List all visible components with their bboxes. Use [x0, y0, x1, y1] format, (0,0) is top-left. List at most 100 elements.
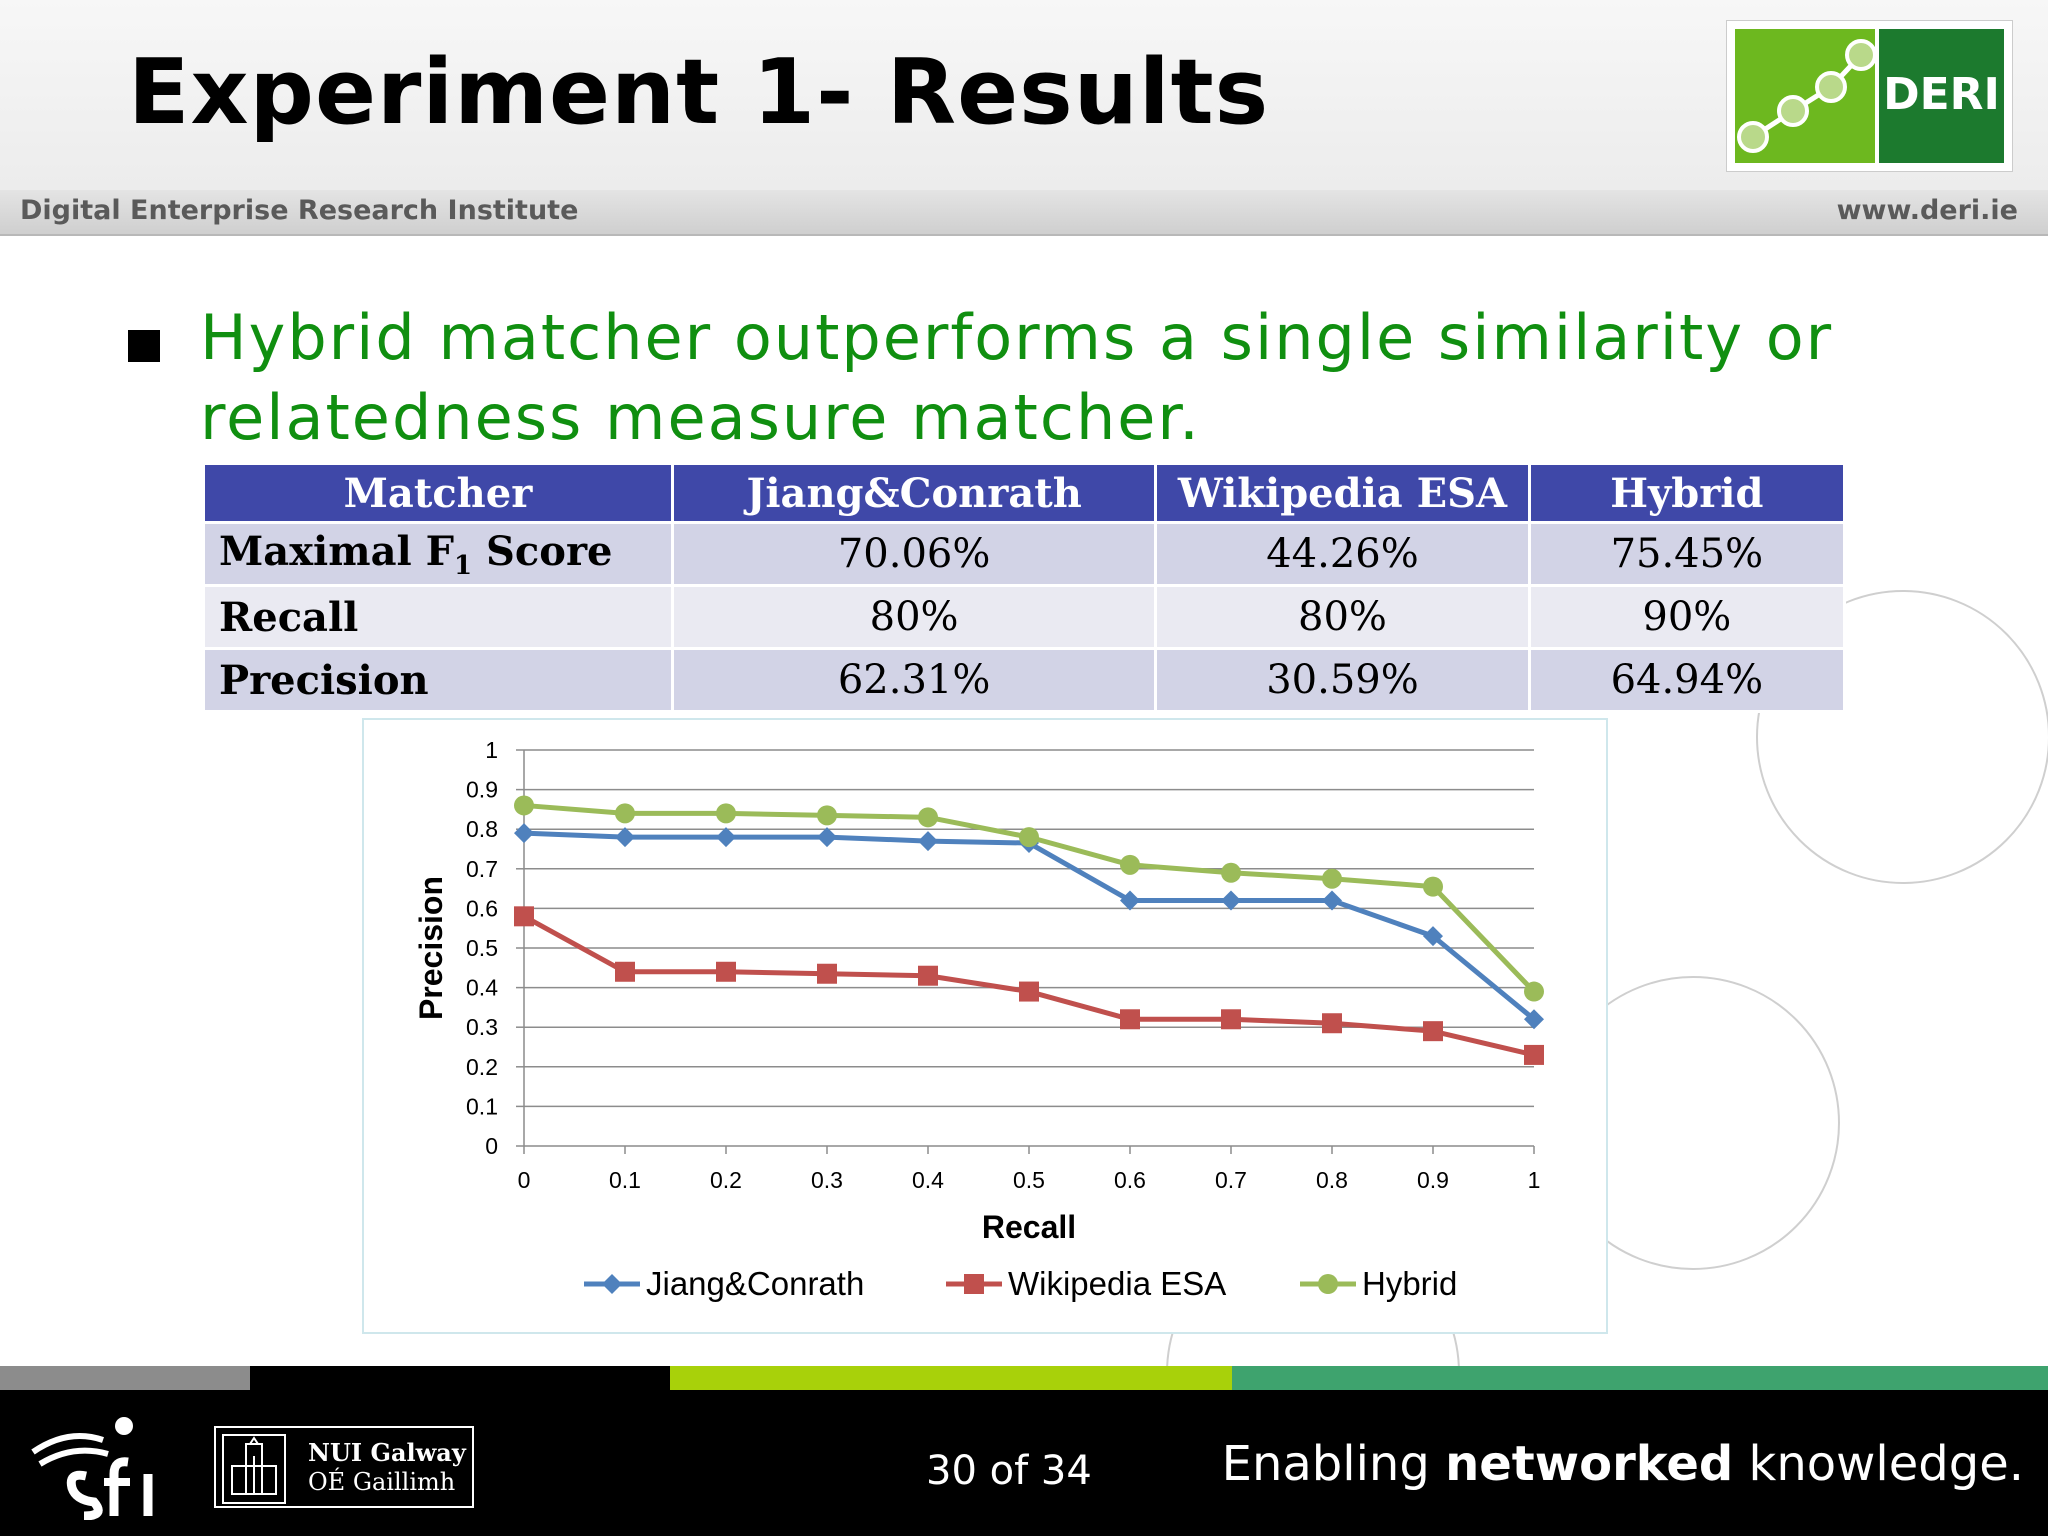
nui-galway-logo: NUI Galway OÉ Gaillimh — [214, 1426, 474, 1508]
y-tick-label: 0.2 — [466, 1054, 498, 1080]
tagline: Enabling networked knowledge. — [1221, 1436, 2024, 1492]
data-point — [1120, 890, 1140, 911]
footer-bar — [0, 1390, 2048, 1536]
precision-recall-chart: 0 0.1 0.2 0.3 0.4 0.5 0.6 0.7 0.8 0.9 1 0 0.1 0.2 0.3 0… — [413, 737, 1544, 1302]
data-point — [716, 961, 736, 982]
y-tick-label: 0.1 — [466, 1093, 498, 1119]
table-cell: 44.26% — [1154, 521, 1531, 587]
table-cell: 30.59% — [1154, 647, 1531, 713]
data-point — [615, 961, 635, 982]
y-tick-label: 1 — [485, 737, 498, 763]
subtitle-bar — [0, 190, 2048, 236]
table-header-wikipedia: Wikipedia ESA — [1154, 462, 1531, 524]
data-point — [817, 805, 837, 826]
bullet-text: Hybrid matcher outperforms a single simi… — [200, 301, 1834, 454]
data-point — [918, 807, 938, 828]
y-tick-label: 0.8 — [466, 816, 498, 842]
data-point — [1221, 862, 1241, 883]
nui-irish-name: OÉ Gaillimh — [308, 1468, 456, 1496]
x-tick-label: 0 — [518, 1167, 531, 1193]
chart-container: 0 0.1 0.2 0.3 0.4 0.5 0.6 0.7 0.8 0.9 1 0 0.1 0.2 0.3 0… — [362, 718, 1608, 1334]
table-cell: 62.31% — [670, 647, 1158, 713]
data-point — [918, 831, 938, 852]
data-point — [1423, 1021, 1443, 1042]
table-header-jiang: Jiang&Conrath — [670, 462, 1158, 524]
data-point — [1120, 1009, 1140, 1030]
legend-marker — [602, 1274, 622, 1294]
y-tick-label: 0.6 — [466, 895, 498, 921]
table-cell: 70.06% — [670, 521, 1158, 587]
nui-name: NUI Galway — [308, 1438, 466, 1467]
institute-name: Digital Enterprise Research Institute — [20, 195, 579, 226]
data-point — [1120, 854, 1140, 875]
data-point — [1423, 876, 1443, 897]
data-point — [1221, 1009, 1241, 1030]
data-point — [615, 827, 635, 848]
table-cell: 64.94% — [1527, 647, 1847, 713]
table-header-matcher: Matcher — [202, 462, 674, 524]
website-link[interactable]: www.deri.ie — [1836, 195, 2018, 226]
logo-network-icon — [1735, 29, 1877, 163]
stripe-segment — [250, 1366, 670, 1390]
page-number: 30 of 34 — [926, 1448, 1092, 1494]
x-tick-label: 0.8 — [1316, 1167, 1348, 1193]
data-point — [1322, 890, 1342, 911]
university-tower-icon — [222, 1434, 286, 1504]
x-tick-label: 0.4 — [912, 1167, 944, 1193]
data-point — [817, 827, 837, 848]
results-table: Matcher Jiang&Conrath Wikipedia ESA Hybr… — [202, 462, 1847, 713]
legend-marker — [964, 1274, 984, 1294]
table-header-hybrid: Hybrid — [1527, 462, 1847, 524]
y-tick-label: 0.9 — [466, 777, 498, 803]
stripe-segment — [0, 1366, 250, 1390]
data-point — [1322, 868, 1342, 889]
x-tick-label: 0.3 — [811, 1167, 843, 1193]
x-tick-label: 0.9 — [1417, 1167, 1449, 1193]
y-tick-label: 0.4 — [466, 975, 498, 1001]
table-row: Recall 80% 80% 90% — [202, 584, 1847, 650]
table-row: Precision 62.31% 30.59% 64.94% — [202, 647, 1847, 713]
x-tick-label: 0.2 — [710, 1167, 742, 1193]
table-cell: 90% — [1527, 584, 1847, 650]
data-point — [1221, 890, 1241, 911]
legend-label: Wikipedia ESA — [1008, 1265, 1226, 1302]
x-tick-label: 0.1 — [609, 1167, 641, 1193]
row-label-f1: Maximal F1 Score — [202, 521, 674, 587]
data-point — [716, 803, 736, 824]
data-point — [918, 965, 938, 986]
data-point — [1524, 981, 1544, 1002]
row-label-precision: Precision — [202, 647, 674, 713]
data-point — [514, 823, 534, 844]
data-point — [1524, 1044, 1544, 1065]
stripe-segment — [1232, 1366, 2048, 1390]
decorative-circle — [1756, 590, 2048, 884]
bullet-marker — [128, 330, 160, 362]
table-cell: 80% — [670, 584, 1158, 650]
data-point — [1322, 1013, 1342, 1034]
legend-marker — [1318, 1274, 1338, 1294]
table-cell: 80% — [1154, 584, 1531, 650]
data-point — [615, 803, 635, 824]
x-tick-label: 0.6 — [1114, 1167, 1146, 1193]
x-tick-label: 1 — [1528, 1167, 1541, 1193]
table-row: Maximal F1 Score 70.06% 44.26% 75.45% — [202, 521, 1847, 587]
data-point — [1019, 827, 1039, 848]
data-point — [514, 906, 534, 927]
x-tick-label: 0.7 — [1215, 1167, 1247, 1193]
x-tick-label: 0.5 — [1013, 1167, 1045, 1193]
row-label-recall: Recall — [202, 584, 674, 650]
data-point — [1019, 981, 1039, 1002]
data-point — [1524, 1009, 1544, 1030]
y-tick-label: 0 — [485, 1133, 498, 1159]
logo-text: DERI — [1883, 69, 2000, 120]
y-tick-label: 0.7 — [466, 856, 498, 882]
deri-logo: DERI — [1726, 20, 2013, 172]
x-axis-label: Recall — [982, 1209, 1076, 1245]
slide-header — [0, 0, 2048, 190]
y-tick-label: 0.5 — [466, 935, 498, 961]
data-point — [716, 827, 736, 848]
legend-label: Jiang&Conrath — [646, 1265, 864, 1302]
y-axis-label: Precision — [413, 876, 449, 1020]
data-point — [817, 963, 837, 984]
footer-color-stripe — [0, 1366, 2048, 1390]
